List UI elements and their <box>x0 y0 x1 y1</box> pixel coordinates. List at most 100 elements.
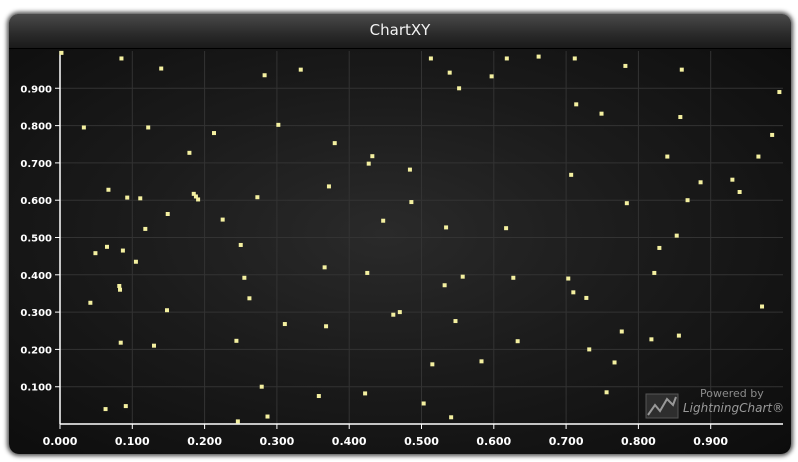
x-tick-label: 0.700 <box>549 435 584 448</box>
data-point <box>730 177 735 182</box>
data-point <box>421 401 426 406</box>
data-point <box>332 141 337 146</box>
chart-window: ChartXY 0.000 0.100 0.200 0.300 0.400 0.500 0.… <box>9 14 791 454</box>
chart-title-bar: ChartXY <box>9 14 791 49</box>
data-point <box>770 132 775 137</box>
data-point <box>685 198 690 203</box>
lightningchart-logo-icon <box>645 393 679 419</box>
data-point <box>159 66 164 71</box>
data-point <box>652 270 657 275</box>
data-point <box>211 131 216 136</box>
watermark-line2: LightningChart® <box>683 401 785 415</box>
data-point <box>587 347 592 352</box>
tick-labels: 0.000 0.100 0.200 0.300 0.400 0.500 0.600 0.700… <box>20 84 728 448</box>
data-point <box>118 287 123 292</box>
data-point <box>604 390 609 395</box>
data-point <box>106 187 111 192</box>
data-point <box>574 102 579 107</box>
data-point <box>447 70 452 75</box>
grid-lines <box>60 51 783 424</box>
data-point <box>119 56 124 61</box>
data-point <box>460 274 465 279</box>
data-point <box>569 172 574 177</box>
x-tick-label: 0.200 <box>187 435 222 448</box>
data-point <box>676 333 681 338</box>
data-point <box>674 233 679 238</box>
data-point <box>247 296 252 301</box>
data-point <box>444 225 449 230</box>
data-point <box>756 154 761 159</box>
data-point <box>504 56 509 61</box>
data-point <box>255 195 260 200</box>
x-tick-label: 0.400 <box>332 435 367 448</box>
data-point <box>322 265 327 270</box>
lightningchart-watermark: Powered by LightningChart® <box>645 378 785 422</box>
data-point <box>397 310 402 315</box>
data-point <box>409 200 414 205</box>
y-tick-label: 0.600 <box>20 196 52 207</box>
data-points <box>59 50 782 424</box>
data-point <box>381 218 386 223</box>
data-point <box>59 50 64 55</box>
axes <box>55 51 783 429</box>
chart-title: ChartXY <box>369 21 431 39</box>
data-point <box>123 404 128 409</box>
data-point <box>428 56 433 61</box>
data-point <box>370 154 375 159</box>
data-point <box>599 111 604 116</box>
y-tick-label: 0.200 <box>20 345 52 356</box>
data-point <box>649 337 654 342</box>
data-point <box>138 196 143 201</box>
data-point <box>238 242 243 247</box>
data-point <box>449 415 454 420</box>
data-point <box>623 63 628 68</box>
data-point <box>193 194 198 199</box>
data-point <box>777 90 782 95</box>
x-tick-label: 0.900 <box>693 435 728 448</box>
data-point <box>146 125 151 130</box>
data-point <box>187 150 192 155</box>
y-tick-label: 0.400 <box>20 271 52 282</box>
data-point <box>165 212 170 217</box>
data-point <box>242 275 247 280</box>
y-tick-label: 0.800 <box>20 122 52 133</box>
data-point <box>571 290 576 295</box>
data-point <box>276 122 281 127</box>
data-point <box>196 197 201 202</box>
data-point <box>678 115 683 120</box>
data-point <box>120 248 125 253</box>
data-point <box>265 414 270 419</box>
data-point <box>363 391 368 396</box>
data-point <box>234 338 239 343</box>
data-point <box>612 360 617 365</box>
y-tick-label: 0.900 <box>20 84 52 95</box>
y-tick-label: 0.500 <box>20 234 52 245</box>
data-point <box>515 339 520 344</box>
data-point <box>298 67 303 72</box>
scatter-plot[interactable]: 0.000 0.100 0.200 0.300 0.400 0.500 0.600 0.700… <box>9 14 791 454</box>
y-tick-label: 0.300 <box>20 308 52 319</box>
data-point <box>165 308 170 313</box>
data-point <box>220 217 225 222</box>
data-point <box>657 245 662 250</box>
data-point <box>235 419 240 424</box>
x-tick-label: 0.600 <box>476 435 511 448</box>
data-point <box>679 67 684 72</box>
data-point <box>282 322 287 327</box>
data-point <box>259 384 264 389</box>
data-point <box>262 73 267 78</box>
data-point <box>316 394 321 399</box>
x-tick-label: 0.100 <box>115 435 150 448</box>
data-point <box>453 319 458 324</box>
data-point <box>117 283 122 288</box>
data-point <box>191 191 196 196</box>
data-point <box>698 180 703 185</box>
data-point <box>366 161 371 166</box>
x-tick-label: 0.800 <box>621 435 656 448</box>
data-point <box>511 275 516 280</box>
data-point <box>151 343 156 348</box>
data-point <box>104 244 109 249</box>
data-point <box>93 251 98 256</box>
x-tick-label: 0.000 <box>43 435 78 448</box>
x-tick-label: 0.500 <box>404 435 439 448</box>
